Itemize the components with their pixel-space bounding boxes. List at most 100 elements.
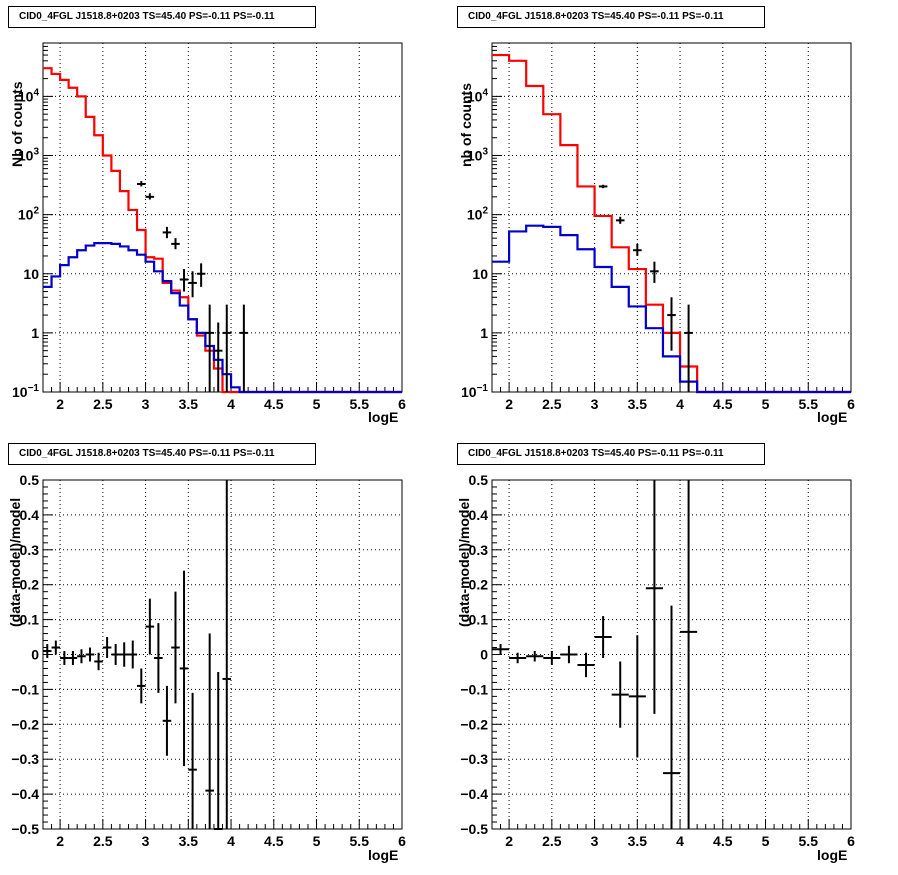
y-tick-label: −0.3 (460, 751, 488, 767)
y-axis-label: (data-model)/model (456, 497, 472, 627)
y-tick-label: 0.5 (20, 472, 40, 488)
x-tick-label: 6 (847, 833, 855, 849)
plot-pad-counts-left: 2 2.5 3 3.5 4 4.5 5 5.5 6 10−1 1 10 102 103 104 CID0_4… (0, 0, 449, 437)
x-tick-label: 2 (505, 396, 513, 412)
y-tick-label: 10 (23, 266, 39, 282)
y-axis-label: nb of counts (458, 83, 474, 167)
histogram-line (43, 242, 402, 394)
y-tick-label: −0.2 (460, 716, 488, 732)
plot-frame (42, 42, 403, 393)
x-axis-label: logE (368, 409, 399, 425)
x-tick-label: 5 (762, 833, 770, 849)
x-tick-label: 4.5 (713, 833, 733, 849)
tick-base: 10 (467, 207, 483, 223)
y-tick-label: −0.2 (11, 716, 39, 732)
y-tick-label: 0.2 (20, 577, 40, 593)
x-tick-label: 4.5 (713, 396, 733, 412)
y-tick-label: 0 (31, 647, 39, 663)
plot-pad-residual-left: 2 2.5 3 3.5 4 4.5 5 5.5 6 −0.5 −0.4 −0.3 −0.2 −0.1 0 0.… (0, 437, 449, 875)
y-tick-label: 0.4 (20, 507, 40, 523)
plot-title: CID0_4FGL J1518.8+0203 TS=45.40 PS=-0.11… (457, 6, 765, 28)
x-tick-label: 4.5 (264, 396, 284, 412)
tick-base: 10 (467, 88, 483, 104)
y-tick-label: 104 (467, 87, 489, 104)
x-tick-label: 5.5 (350, 833, 370, 849)
y-tick-label: 1 (480, 325, 488, 341)
y-tick-label: −0.3 (11, 751, 39, 767)
tick-exponent: 3 (482, 147, 488, 158)
tick-exponent: 3 (33, 147, 39, 158)
x-tick-label: 5.5 (799, 833, 819, 849)
tick-base: 10 (18, 207, 34, 223)
y-tick-label: 0.1 (469, 612, 489, 628)
x-tick-label: 3 (591, 396, 599, 412)
y-tick-label: −0.1 (460, 681, 488, 697)
y-tick-label: 102 (467, 206, 489, 223)
x-tick-label: 2.5 (93, 833, 113, 849)
y-tick-label: 1 (31, 325, 39, 341)
y-tick-label: −0.5 (460, 821, 488, 837)
y-tick-label: 0.4 (469, 507, 489, 523)
x-tick-label: 4 (676, 833, 684, 849)
x-tick-label: 3 (142, 833, 150, 849)
x-tick-label: 2 (56, 396, 64, 412)
tick-exponent: −1 (28, 383, 40, 394)
tick-base: 10 (12, 384, 28, 400)
y-tick-label: −0.1 (11, 681, 39, 697)
x-tick-label: 4 (227, 833, 235, 849)
x-tick-label: 3.5 (628, 833, 648, 849)
residual-chart-left: 2 2.5 3 3.5 4 4.5 5 5.5 6 −0.5 −0.4 −0.3 −0.2 −0.1 0 0.… (11, 472, 406, 849)
y-tick-label: 10−1 (12, 383, 39, 400)
tick-exponent: 2 (33, 206, 39, 217)
x-tick-label: 3.5 (628, 396, 648, 412)
y-tick-label: 0.2 (469, 577, 489, 593)
histogram-line (492, 224, 851, 394)
y-tick-label: 0.1 (20, 612, 40, 628)
histogram-line (43, 67, 402, 394)
x-tick-label: 5.5 (350, 396, 370, 412)
x-axis-label: logE (817, 847, 848, 863)
plot-title: CID0_4FGL J1518.8+0203 TS=45.40 PS=-0.11… (8, 443, 316, 465)
x-tick-label: 5 (313, 396, 321, 412)
x-tick-label: 3 (591, 833, 599, 849)
residual-chart-right: 2 2.5 3 3.5 4 4.5 5 5.5 6 −0.5 −0.4 −0.3 −0.2 −0.1 0 0.… (460, 472, 855, 849)
x-tick-label: 2 (505, 833, 513, 849)
x-tick-label: 4 (676, 396, 684, 412)
tick-exponent: 4 (33, 87, 39, 98)
y-tick-label: 102 (18, 206, 40, 223)
y-axis-label: Nb of counts (9, 81, 25, 167)
y-tick-label: 104 (18, 87, 40, 104)
y-tick-label: −0.4 (11, 786, 39, 802)
y-tick-label: −0.5 (11, 821, 39, 837)
plot-pad-counts-right: 2 2.5 3 3.5 4 4.5 5 5.5 6 10−1 1 10 102 103 104 CID0_4… (449, 0, 898, 437)
y-axis-label: (data-model)/model (7, 497, 23, 627)
x-tick-label: 6 (398, 833, 406, 849)
y-tick-label: 103 (18, 147, 40, 164)
x-tick-label: 5.5 (799, 396, 819, 412)
tick-base: 10 (461, 384, 477, 400)
tick-exponent: −1 (477, 383, 489, 394)
x-tick-label: 2.5 (542, 396, 562, 412)
y-tick-label: 103 (467, 147, 489, 164)
x-axis-label: logE (817, 409, 848, 425)
tick-base: 10 (467, 148, 483, 164)
y-tick-label: 10−1 (461, 383, 488, 400)
x-tick-label: 4 (227, 396, 235, 412)
x-tick-label: 2 (56, 833, 64, 849)
tick-base: 10 (18, 88, 34, 104)
x-tick-label: 3.5 (179, 396, 199, 412)
y-tick-label: 0.3 (20, 542, 40, 558)
tick-exponent: 4 (482, 87, 488, 98)
y-tick-label: 0 (480, 647, 488, 663)
plot-title: CID0_4FGL J1518.8+0203 TS=45.40 PS=-0.11… (457, 443, 765, 465)
x-tick-label: 6 (847, 396, 855, 412)
y-tick-label: 0.3 (469, 542, 489, 558)
plot-frame (42, 479, 403, 830)
x-tick-label: 2.5 (542, 833, 562, 849)
y-tick-label: 10 (472, 266, 488, 282)
tick-base: 10 (18, 148, 34, 164)
x-tick-label: 3.5 (179, 833, 199, 849)
x-tick-label: 5 (762, 396, 770, 412)
